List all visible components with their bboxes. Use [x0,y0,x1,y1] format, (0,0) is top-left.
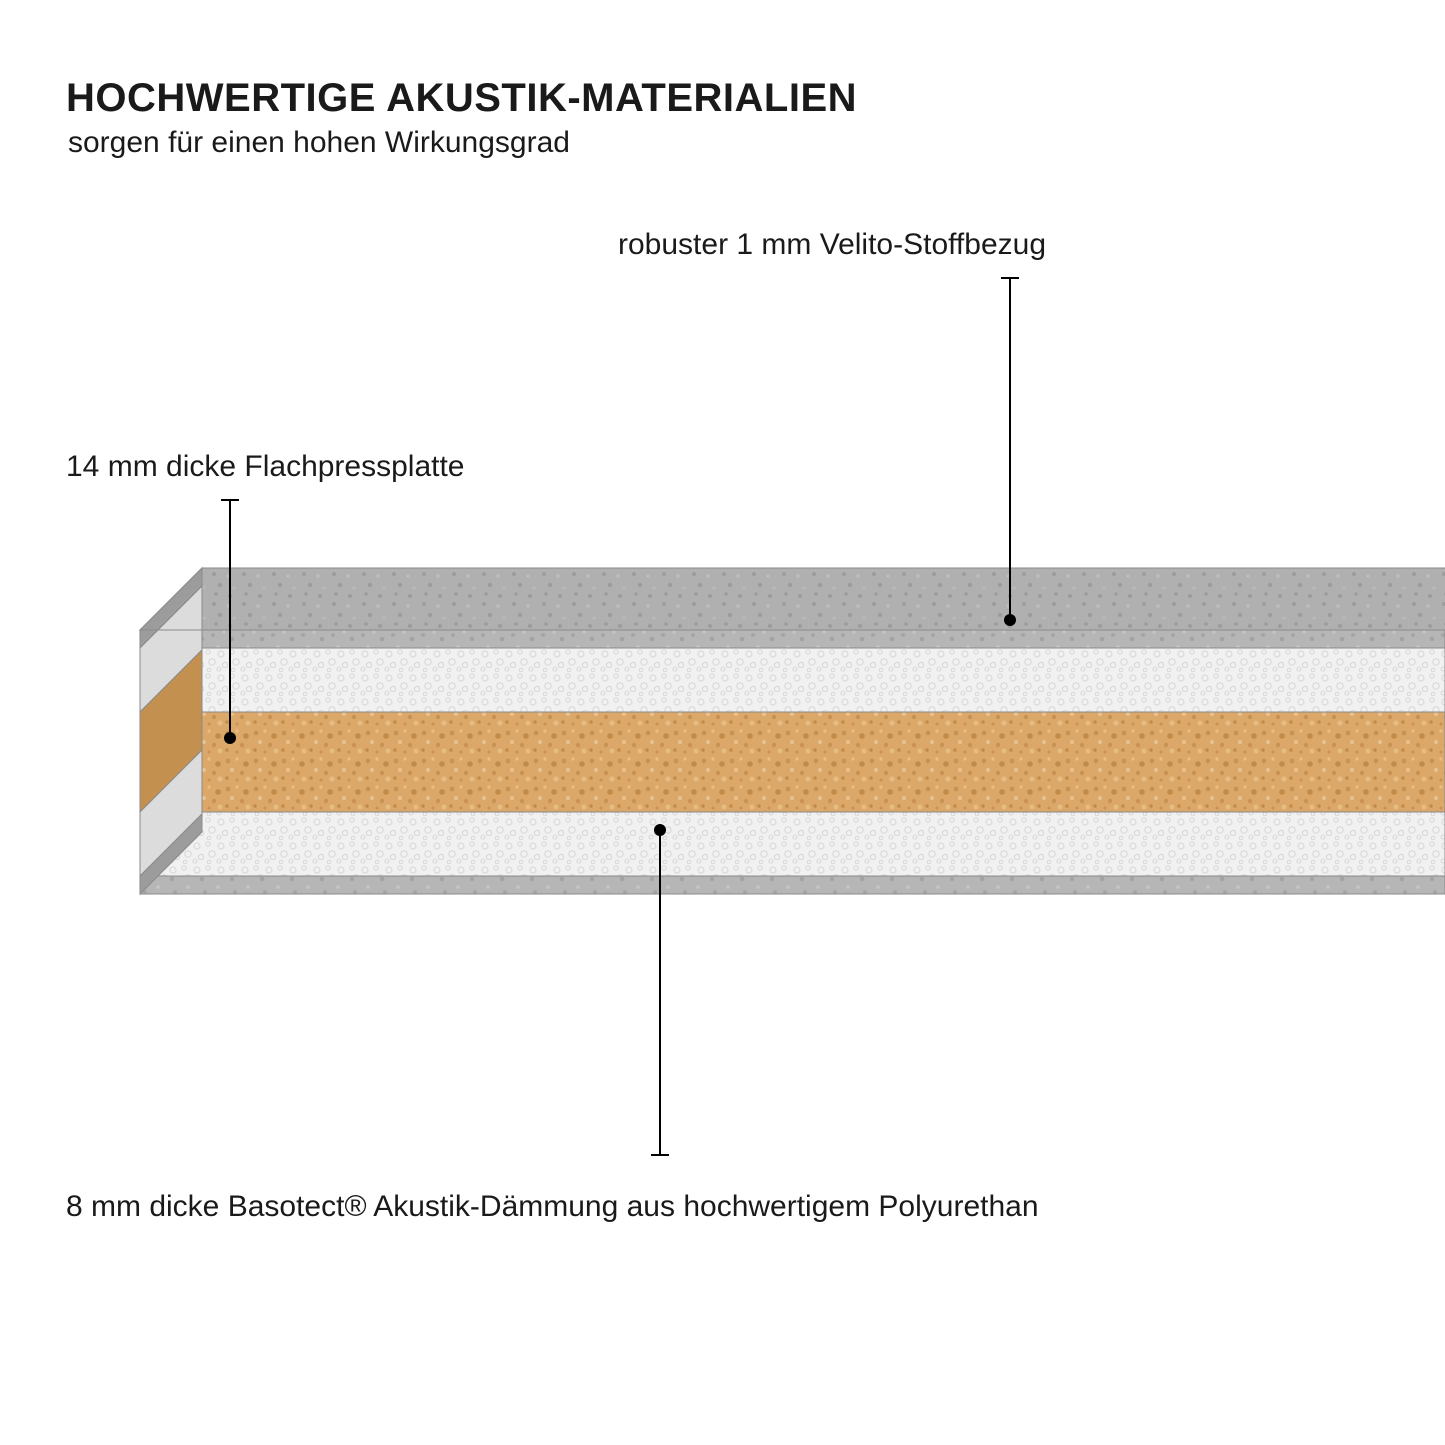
acoustic-panel-diagram [0,0,1445,1445]
panel-cross-section [140,568,1445,894]
